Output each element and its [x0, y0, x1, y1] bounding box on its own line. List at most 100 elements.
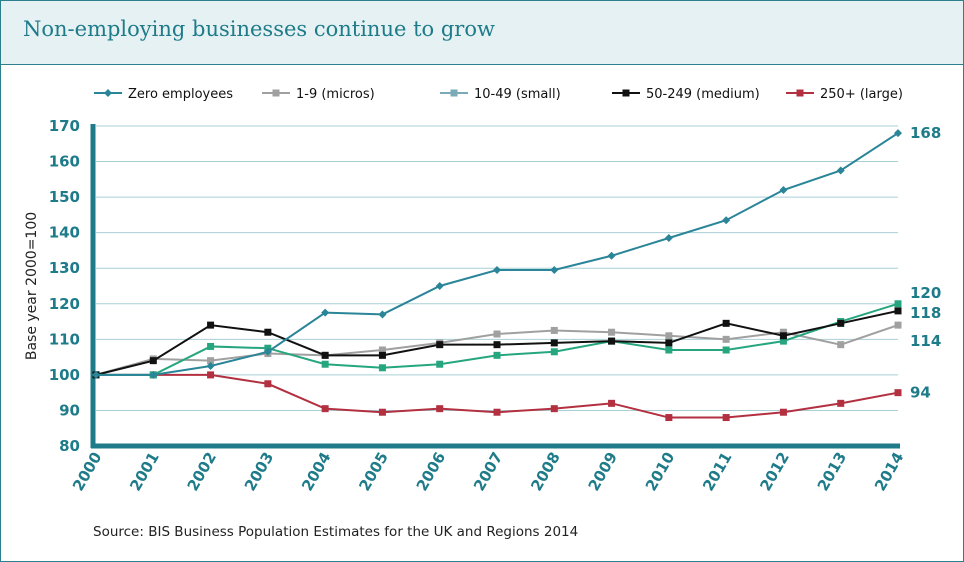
data-point	[837, 399, 845, 407]
series-line	[96, 132, 899, 376]
data-point	[779, 328, 787, 336]
x-tick-label: 2005	[355, 449, 391, 494]
end-value-label: 94	[910, 384, 931, 402]
data-point	[149, 357, 157, 365]
data-point	[550, 339, 558, 347]
end-value-label: 114	[910, 332, 941, 350]
data-point	[665, 339, 673, 347]
y-tick-label: 80	[59, 437, 80, 455]
data-point	[894, 389, 902, 397]
data-point	[779, 186, 788, 194]
x-tick-label: 2000	[69, 449, 105, 494]
data-point	[436, 405, 444, 413]
data-point	[493, 341, 501, 349]
legend-marker	[104, 89, 112, 97]
data-point	[550, 405, 558, 413]
legend-label: 250+ (large)	[820, 87, 903, 102]
data-point	[608, 328, 616, 336]
data-point	[550, 326, 558, 334]
x-tick-label: 2006	[413, 449, 449, 494]
data-point	[665, 414, 673, 422]
data-point	[321, 308, 330, 317]
data-point	[837, 319, 845, 327]
y-tick-label: 170	[49, 117, 80, 135]
legend-label: 10-49 (small)	[474, 87, 561, 102]
data-point	[894, 321, 902, 329]
data-point	[722, 414, 730, 422]
data-point	[493, 408, 501, 416]
data-point	[264, 380, 272, 388]
legend-label: 50-249 (medium)	[646, 87, 760, 102]
y-tick-label: 160	[49, 153, 80, 171]
x-tick-label: 2004	[298, 449, 334, 494]
data-point	[321, 351, 329, 359]
data-point	[263, 347, 272, 356]
y-tick-label: 120	[49, 295, 80, 313]
data-point	[436, 360, 444, 368]
data-point	[779, 337, 787, 345]
data-point	[435, 282, 444, 290]
end-value-label: 118	[910, 304, 941, 322]
data-point	[321, 405, 329, 413]
data-point	[378, 346, 386, 354]
x-tick-label: 2009	[585, 449, 621, 494]
data-point	[837, 341, 845, 349]
x-tick-label: 2002	[184, 449, 220, 494]
data-point	[493, 351, 501, 359]
x-tick-label: 2014	[871, 449, 907, 494]
y-tick-label: 150	[49, 188, 80, 206]
chart-header: Non-employing businesses continue to gro…	[1, 1, 963, 65]
data-point	[321, 360, 329, 368]
data-point	[378, 310, 387, 319]
y-tick-label: 100	[49, 366, 80, 384]
data-point	[836, 166, 845, 175]
chart-source: Source: BIS Business Population Estimate…	[93, 524, 579, 540]
end-value-label: 120	[910, 284, 941, 302]
data-point	[665, 346, 673, 354]
data-point	[894, 129, 902, 138]
y-tick-label: 140	[49, 224, 80, 242]
data-point	[664, 234, 673, 242]
data-point	[665, 332, 673, 340]
legend-label: 1-9 (micros)	[296, 87, 375, 102]
x-tick-label: 2003	[241, 449, 277, 494]
data-point	[378, 408, 386, 416]
legend-marker	[622, 89, 630, 97]
data-point	[378, 364, 386, 372]
data-point	[206, 362, 215, 370]
data-point	[92, 370, 100, 379]
data-point	[607, 251, 616, 260]
end-value-label: 168	[910, 124, 941, 142]
data-point	[207, 371, 215, 379]
x-tick-label: 2012	[756, 449, 792, 494]
data-point	[264, 328, 272, 336]
x-tick-label: 2010	[642, 449, 678, 494]
x-tick-label: 2001	[126, 449, 162, 494]
legend-marker	[272, 89, 280, 97]
data-point	[779, 332, 787, 340]
data-point	[722, 335, 730, 343]
data-point	[207, 342, 215, 350]
x-tick-label: 2007	[470, 449, 506, 494]
data-point	[149, 370, 158, 379]
data-point	[493, 266, 501, 274]
data-point	[550, 348, 558, 356]
data-point	[722, 216, 731, 225]
data-point	[608, 399, 616, 407]
data-point	[493, 330, 501, 338]
x-tick-label: 2011	[699, 449, 735, 494]
data-point	[378, 351, 386, 359]
chart-title: Non-employing businesses continue to gro…	[23, 17, 495, 41]
legend-marker	[450, 89, 458, 97]
legend-marker	[796, 89, 804, 97]
x-tick-label: 2008	[527, 449, 563, 494]
y-tick-label: 130	[49, 259, 80, 277]
data-point	[779, 408, 787, 416]
data-point	[207, 357, 215, 365]
data-point	[550, 266, 559, 274]
legend-label: Zero employees	[128, 87, 233, 102]
data-point	[722, 346, 730, 354]
x-tick-label: 2013	[814, 449, 850, 494]
data-point	[722, 319, 730, 327]
